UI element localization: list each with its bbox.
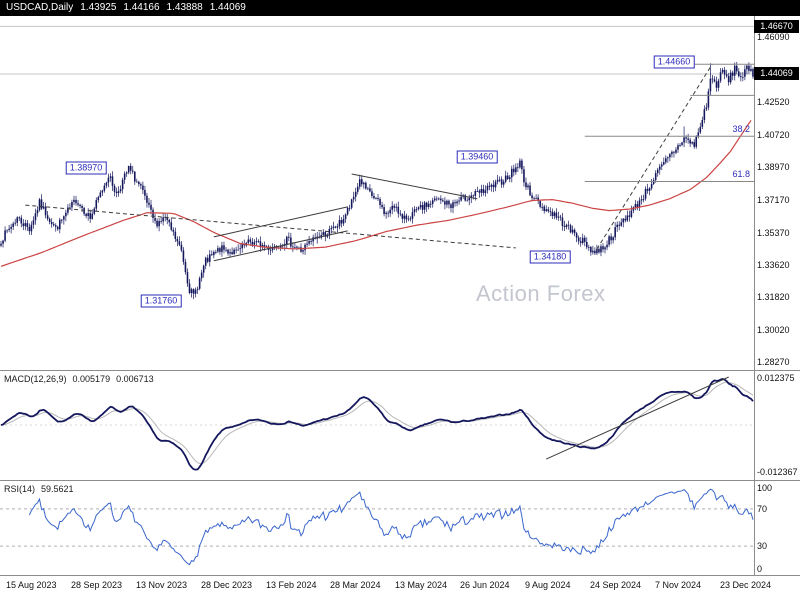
watermark: Action Forex	[476, 281, 606, 306]
trendline[interactable]	[596, 63, 713, 250]
price-axis-label: 1.40720	[757, 130, 790, 140]
time-axis-label: 28 Dec 2023	[201, 580, 253, 590]
time-axis-label: 9 Aug 2024	[525, 580, 571, 590]
time-axis-label: 15 Aug 2023	[6, 580, 57, 590]
ohlc-close: 1.44069	[209, 2, 246, 13]
price-axis-label: 1.46090	[757, 32, 790, 42]
time-axis-label: 28 Mar 2024	[330, 580, 381, 590]
ohlc-high: 1.44166	[123, 2, 160, 13]
fib-level-label[interactable]: 61.8	[732, 169, 750, 179]
macd-axis-bottom-label: -0.012367	[757, 467, 798, 477]
symbol-timeframe-label: USDCAD,Daily	[6, 2, 74, 13]
high-price-tag: 1.46670	[754, 20, 799, 33]
price-axis-label: 1.35370	[757, 228, 790, 238]
price-axis-label: 1.30020	[757, 325, 790, 335]
macd-trendline[interactable]	[545, 376, 729, 460]
time-axis-label: 26 Jun 2024	[460, 580, 510, 590]
price-callout[interactable]: 1.44660	[653, 55, 695, 69]
price-callout[interactable]: 1.34180	[529, 250, 571, 264]
rsi-axis-label: 100	[757, 483, 773, 493]
trendline[interactable]	[351, 173, 478, 200]
rsi-line[interactable]	[28, 488, 754, 566]
trendline[interactable]	[213, 206, 348, 238]
price-axis-label: 1.31820	[757, 292, 790, 302]
candle-bodies	[0, 65, 754, 294]
macd-title: MACD(12,26,9)	[4, 374, 67, 384]
time-axis-label: 7 Nov 2024	[655, 580, 702, 590]
macd-signal-line[interactable]	[0, 381, 754, 465]
rsi-axis-label: 30	[757, 541, 768, 551]
rsi-indicator-label: RSI(14) 59.5621	[4, 484, 80, 494]
macd-indicator-label: MACD(12,26,9) 0.005179 0.006713	[4, 374, 160, 384]
rsi-axis-label: 70	[757, 504, 768, 514]
moving-average-line[interactable]	[0, 119, 752, 267]
chart-title-bar: USDCAD,Daily 1.43925 1.44166 1.43888 1.44069	[0, 0, 800, 16]
trendline[interactable]	[213, 230, 348, 262]
price-axis[interactable]: 1.46090 1.42520 1.40720 1.38970 1.37170 1.353…	[754, 16, 800, 576]
current-price-tag: 1.44069	[754, 67, 799, 80]
rsi-title: RSI(14)	[4, 484, 36, 494]
price-axis-label: 1.38970	[757, 162, 790, 172]
price-axis-label: 1.37170	[757, 195, 790, 205]
time-axis-label: 13 Nov 2023	[136, 580, 188, 590]
price-axis-label: 1.28270	[757, 357, 790, 367]
time-axis[interactable]: 15 Aug 2023 28 Sep 2023 13 Nov 2023 28 Dec …	[0, 576, 800, 600]
price-axis-label: 1.33620	[757, 260, 790, 270]
fib-level-label[interactable]: 38.2	[732, 124, 750, 134]
macd-axis-top-label: 0.012375	[757, 373, 795, 383]
trendline[interactable]	[25, 204, 516, 249]
time-axis-label: 24 Sep 2024	[590, 580, 642, 590]
rsi-value: 59.5621	[41, 484, 74, 494]
ohlc-open: 1.43925	[80, 2, 117, 13]
time-axis-label: 13 Feb 2024	[266, 580, 317, 590]
time-axis-label: 28 Sep 2023	[71, 580, 123, 590]
macd-value-1: 0.005179	[72, 374, 111, 384]
macd-line[interactable]	[0, 378, 754, 471]
time-axis-label: 13 May 2024	[395, 580, 448, 590]
price-callout[interactable]: 1.39460	[456, 150, 498, 164]
macd-value-2: 0.006713	[116, 374, 154, 384]
time-axis-label: 23 Dec 2024	[720, 580, 772, 590]
rsi-axis-label: 0	[757, 564, 763, 574]
ohlc-low: 1.43888	[166, 2, 203, 13]
price-callout[interactable]: 1.38970	[65, 161, 107, 175]
price-callout[interactable]: 1.31760	[140, 294, 182, 308]
price-axis-label: 1.42520	[757, 97, 790, 107]
